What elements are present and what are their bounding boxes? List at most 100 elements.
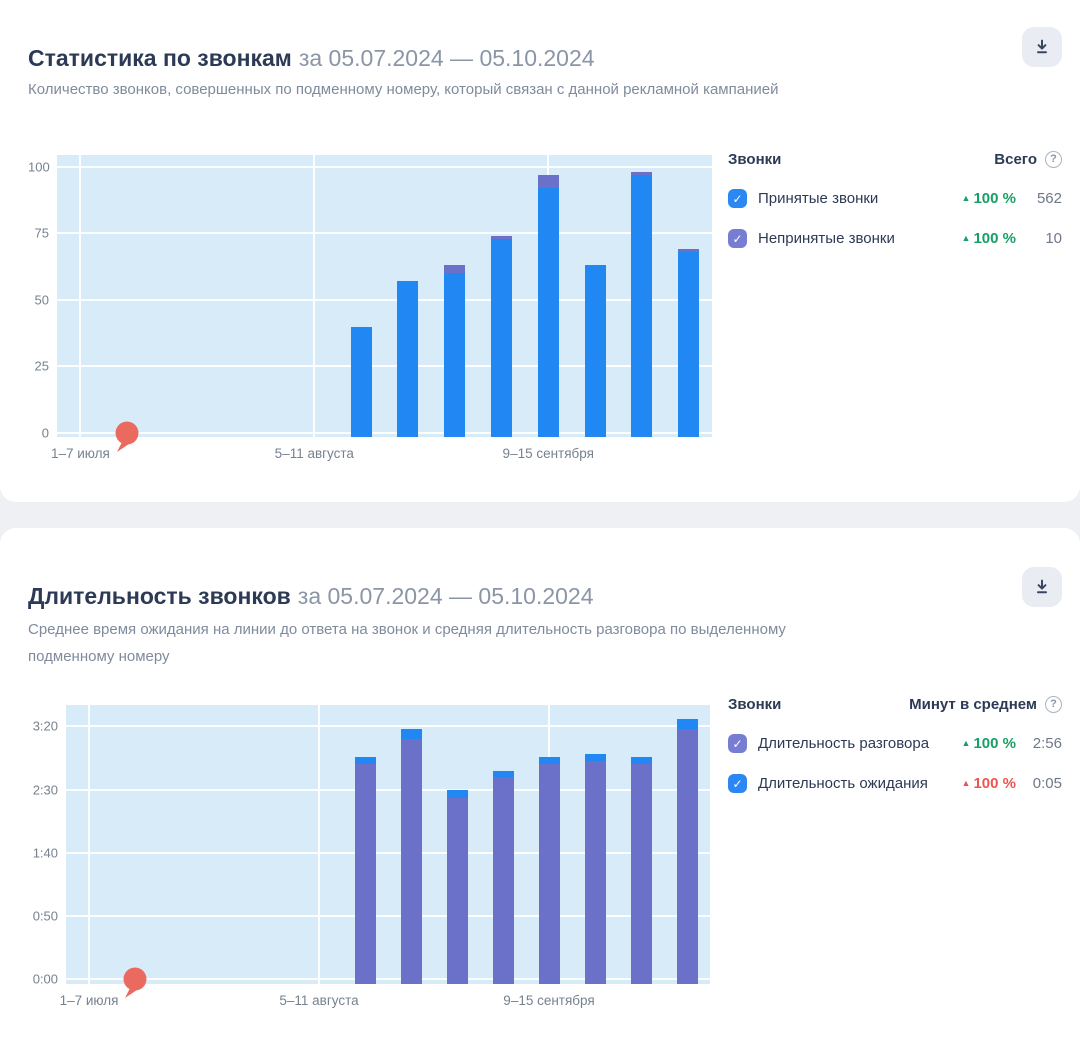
bar-week-10[interactable] <box>537 174 559 437</box>
h-gridline <box>57 298 712 301</box>
no-data-marker <box>122 967 149 999</box>
bar-segment <box>538 764 560 984</box>
delta-up-icon: ▲ <box>961 233 971 243</box>
x-axis-tick-label: 5–11 августа <box>274 446 354 461</box>
checkmark-icon: ✓ <box>732 776 743 791</box>
legend-row-label: Непринятые звонки <box>758 230 895 247</box>
bar-week-11[interactable] <box>584 265 606 437</box>
h-gridline <box>57 432 712 434</box>
bar-segment <box>354 764 376 984</box>
panel-title-row: Длительность звонков за 05.07.2024 — 05.1… <box>28 583 594 610</box>
legend-row-missed-calls: ✓ Непринятые звонки ▲ 100 % 10 <box>728 229 1062 248</box>
v-gridline <box>88 705 90 984</box>
bar-week-13[interactable] <box>676 718 698 984</box>
bar-week-13[interactable] <box>678 249 700 437</box>
download-icon <box>1033 578 1051 596</box>
calls-chart: 0 25 50 75 100 1–7 июля 5–11 августа 9–15 сентя… <box>28 155 712 469</box>
x-axis-tick-label: 9–15 сентября <box>502 446 594 461</box>
bar-week-12[interactable] <box>630 756 652 984</box>
panel-subtitle: Среднее время ожидания на линии до ответ… <box>28 621 786 665</box>
h-gridline <box>66 978 710 980</box>
bar-segment <box>537 174 559 189</box>
delta-badge: ▲ 100 % <box>962 775 1016 792</box>
checkbox[interactable]: ✓ <box>728 229 747 248</box>
delta-up-icon: ▲ <box>961 778 971 788</box>
download-button[interactable] <box>1022 27 1062 67</box>
bar-segment <box>630 764 652 984</box>
legend-row-total: 562 <box>1036 190 1062 207</box>
bar-segment <box>630 756 652 765</box>
h-gridline <box>66 851 710 854</box>
checkmark-icon: ✓ <box>732 736 743 751</box>
bar-week-8[interactable] <box>444 265 466 437</box>
checkbox[interactable]: ✓ <box>728 734 747 753</box>
bar-week-9[interactable] <box>490 236 512 437</box>
bar-segment <box>492 770 514 777</box>
page-title: Статистика по звонкам <box>28 45 292 72</box>
h-gridline <box>66 725 710 728</box>
download-icon <box>1033 38 1051 56</box>
help-icon[interactable]: ? <box>1045 150 1062 168</box>
bar-segment <box>584 265 606 437</box>
bar-week-10[interactable] <box>538 756 560 984</box>
legend-right-header: Всего <box>994 150 1037 168</box>
bar-segment <box>631 174 653 437</box>
legend-right-header: Минут в среднем <box>909 695 1037 713</box>
bar-segment <box>584 760 606 984</box>
bar-segment <box>444 265 466 274</box>
bar-week-9[interactable] <box>492 770 514 984</box>
bar-week-11[interactable] <box>584 754 606 984</box>
bar-segment <box>678 249 700 253</box>
page-title: Длительность звонков <box>28 583 291 610</box>
legend-row-average: 0:05 <box>1032 775 1062 792</box>
legend-row-talk-duration: ✓ Длительность разговора ▲ 100 % 2:56 <box>728 734 1062 753</box>
bar-week-6[interactable] <box>350 326 372 437</box>
y-axis-tick-label: 3:20 <box>32 718 58 734</box>
date-range: за 05.07.2024 — 05.10.2024 <box>297 583 594 610</box>
bar-week-6[interactable] <box>354 756 376 984</box>
y-axis-tick-label: 2:30 <box>32 782 58 798</box>
legend-row-average: 2:56 <box>1032 735 1062 752</box>
checkbox[interactable]: ✓ <box>728 189 747 208</box>
bar-segment <box>400 729 422 740</box>
delta-up-icon: ▲ <box>961 738 971 748</box>
bar-segment <box>444 273 466 437</box>
x-axis-tick-label: 9–15 сентября <box>503 993 595 1008</box>
legend-row-wait-duration: ✓ Длительность ожидания ▲ 100 % 0:05 <box>728 774 1062 793</box>
download-button[interactable] <box>1022 567 1062 607</box>
h-gridline <box>66 914 710 917</box>
bar-segment <box>676 729 698 984</box>
legend-left-header: Звонки <box>728 150 782 168</box>
x-axis-tick-label: 1–7 июля <box>59 993 119 1008</box>
legend-row-label: Длительность разговора <box>758 735 930 752</box>
legend-left-header: Звонки <box>728 695 782 713</box>
h-gridline <box>57 165 712 168</box>
duration-chart: 0:00 0:50 1:40 2:30 3:20 1–7 июля 5–11 августа… <box>28 705 710 1016</box>
x-axis-tick-label: 5–11 августа <box>279 993 359 1008</box>
y-axis-tick-label: 1:40 <box>32 845 58 861</box>
bar-segment <box>584 754 606 761</box>
bar-week-7[interactable] <box>397 281 419 437</box>
delta-value: 100 % <box>973 735 1016 752</box>
calls-legend: Звонки Всего ? ✓ Принятые звонки ▲ 100 % … <box>728 150 1062 248</box>
help-icon[interactable]: ? <box>1045 695 1062 713</box>
bar-week-12[interactable] <box>631 172 653 437</box>
delta-value: 100 % <box>973 775 1016 792</box>
checkbox[interactable]: ✓ <box>728 774 747 793</box>
panel-title-row: Статистика по звонкам за 05.07.2024 — 05.… <box>28 45 595 72</box>
bar-segment <box>446 798 468 984</box>
v-gridline <box>318 705 320 984</box>
h-gridline <box>66 788 710 791</box>
v-gridline <box>313 155 316 437</box>
legend-row-label: Длительность ожидания <box>758 775 928 792</box>
delta-value: 100 % <box>973 190 1016 207</box>
bar-segment <box>631 172 653 175</box>
bar-week-7[interactable] <box>400 729 422 984</box>
y-axis-tick-label: 75 <box>34 225 49 241</box>
bar-week-8[interactable] <box>446 789 468 984</box>
bar-segment <box>490 236 512 239</box>
legend-header: Звонки Минут в среднем ? <box>728 695 1062 713</box>
date-range: за 05.07.2024 — 05.10.2024 <box>298 45 595 72</box>
bar-segment <box>537 188 559 437</box>
y-axis-tick-label: 0:00 <box>32 971 58 987</box>
